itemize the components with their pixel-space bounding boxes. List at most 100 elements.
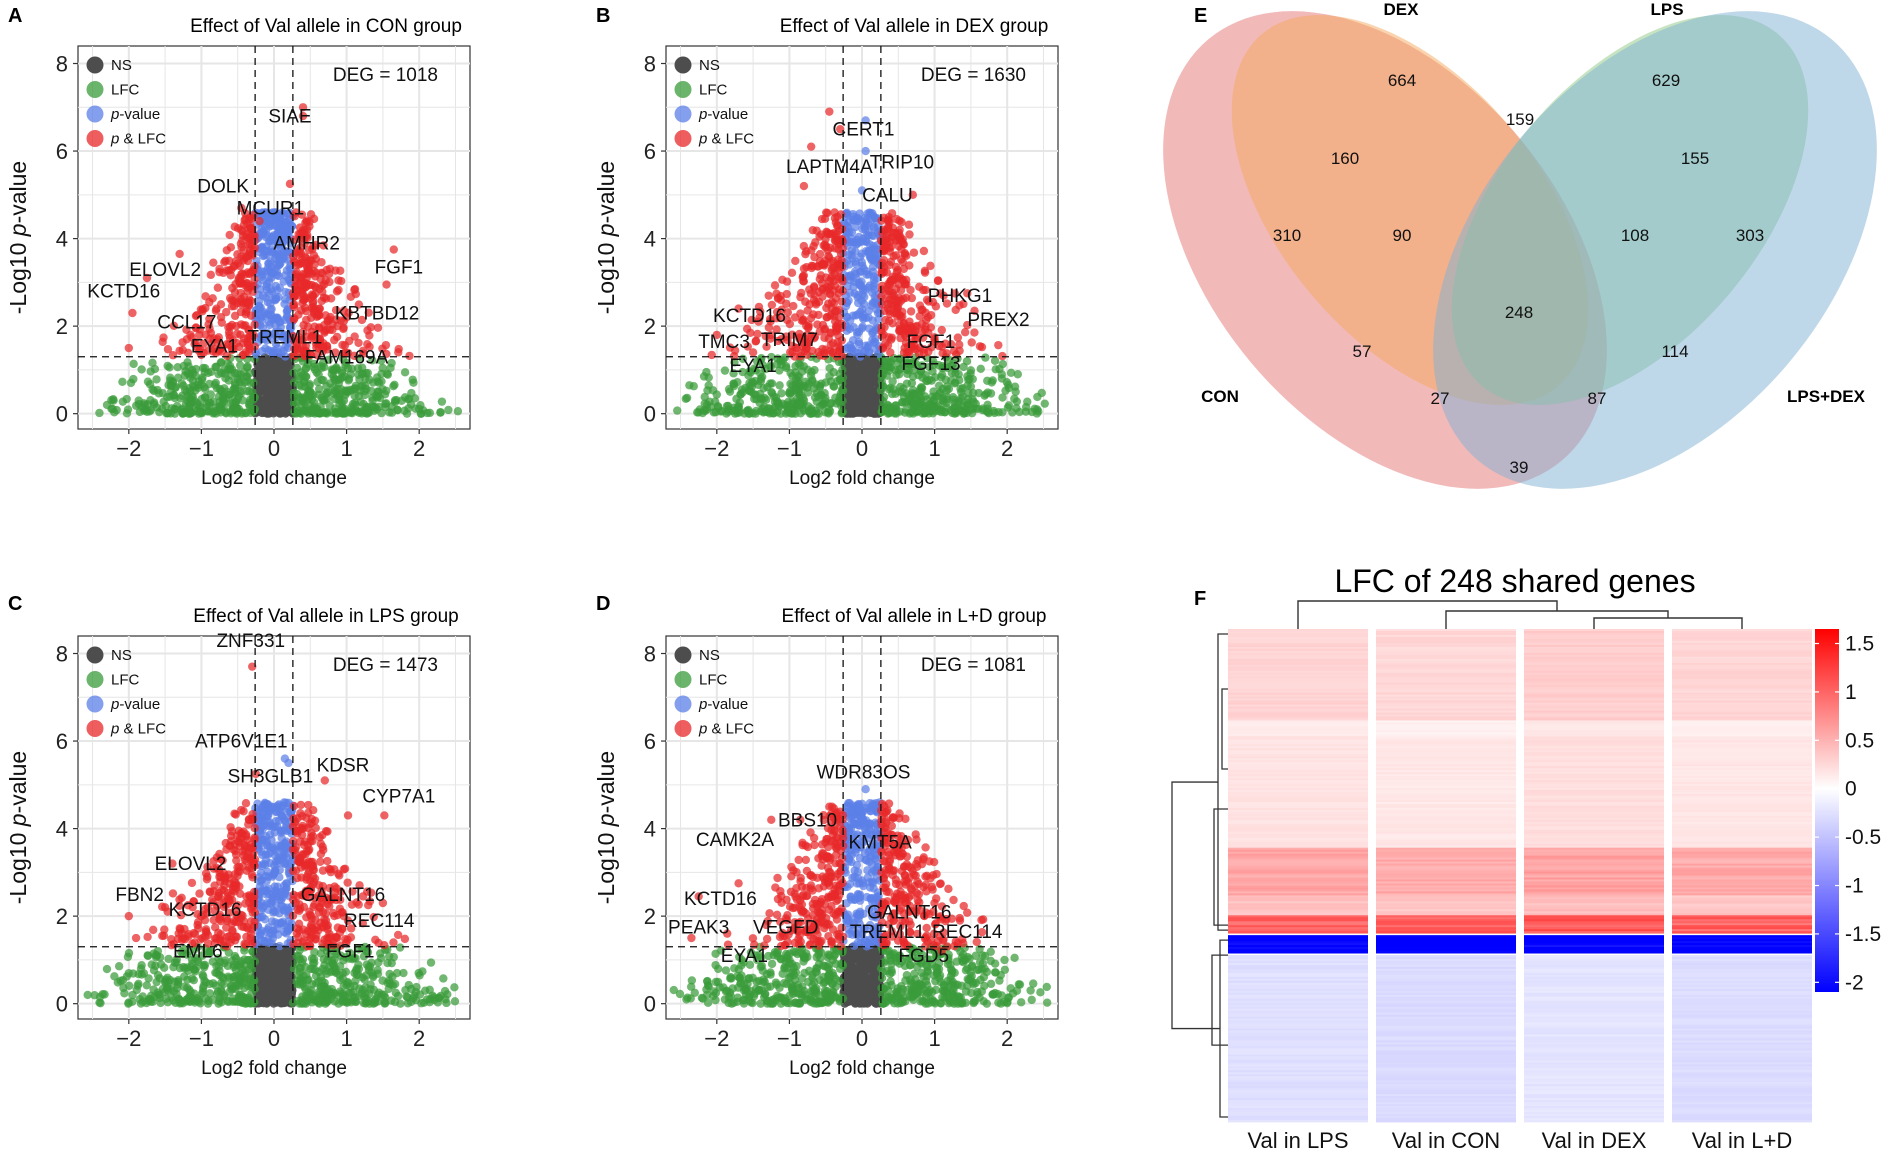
panel-a-point <box>326 294 336 303</box>
panel-a-point <box>382 280 391 289</box>
panel-b-point <box>998 351 1007 361</box>
panel-b-point <box>736 390 745 399</box>
panel-c-point <box>201 994 210 1003</box>
panel-a-point <box>276 405 286 415</box>
panel-c-point <box>144 974 153 983</box>
panel-b-point <box>833 325 842 334</box>
panel-b-point <box>868 262 878 272</box>
panel-b-point <box>878 300 887 309</box>
panel-c-point <box>261 850 271 859</box>
panel-a-point <box>109 395 118 404</box>
panel-c-point <box>128 997 137 1006</box>
panel-b-point <box>744 405 753 415</box>
panel-c-point <box>275 941 284 951</box>
panel-b-point <box>822 241 831 251</box>
panel-b-point <box>858 290 867 300</box>
panel-b-point <box>1013 370 1023 379</box>
panel-c-point <box>439 974 448 983</box>
panel-b-point <box>920 409 929 418</box>
panel-c-point <box>440 986 450 996</box>
panel-a-point <box>381 399 390 409</box>
panel-a-legend-swatch <box>86 81 104 98</box>
panel-c-point <box>100 990 109 999</box>
panel-a-legend-swatch <box>86 130 104 147</box>
panel-b-xtick-label: 1 <box>928 436 940 461</box>
panel-c-point <box>260 947 269 956</box>
panel-a-point <box>414 404 424 414</box>
panel-b-point <box>764 291 773 300</box>
panel-a-point <box>279 370 289 379</box>
panel-c-point <box>273 882 282 891</box>
panel-b-point <box>821 208 831 217</box>
panel-b-point <box>877 269 887 278</box>
panel-a-point <box>294 310 303 319</box>
panel-c-point <box>297 996 306 1005</box>
panel-a-ytick-label: 8 <box>56 52 68 77</box>
panel-b-point <box>848 336 858 345</box>
panel-c-point <box>277 833 286 843</box>
panel-c-point <box>417 999 426 1008</box>
panel-b-point <box>861 405 870 414</box>
panel-a-point <box>222 307 231 317</box>
panel-a-point <box>360 390 370 400</box>
panel-a-point <box>203 368 213 378</box>
panel-b-point <box>807 263 816 273</box>
panel-c-point <box>153 946 163 956</box>
panel-a-point <box>374 402 384 411</box>
panel-a-point <box>222 246 231 255</box>
panel-a-point <box>123 405 133 414</box>
panel-b-gene-label: TMC3 <box>698 332 750 353</box>
panel-c-point <box>200 962 209 972</box>
panel-c-point <box>308 959 318 968</box>
panel-c-point <box>255 930 265 940</box>
panel-b-point <box>905 230 914 239</box>
panel-c-point <box>425 994 435 1004</box>
panel-b-point <box>823 408 833 417</box>
panel-b-legend-label: p-value <box>698 106 748 123</box>
panel-b-point <box>981 353 990 362</box>
panel-c-point <box>410 991 419 1000</box>
panel-a-point <box>363 368 372 378</box>
panel-b-xtick-label: −2 <box>704 436 729 461</box>
panel-b-legend-swatch <box>674 81 692 98</box>
panel-a-xlabel: Log2 fold change <box>201 468 347 489</box>
panel-c-point <box>279 906 289 915</box>
panel-a-point <box>154 389 164 398</box>
panel-a-point <box>301 372 311 381</box>
panel-c-point <box>266 929 275 938</box>
panel-a-point <box>394 348 403 357</box>
panel-b-point <box>724 385 734 394</box>
panel-a-point <box>159 333 168 342</box>
panel-b-point <box>829 368 838 377</box>
panel-a-point <box>118 377 127 387</box>
panel-c-point <box>198 983 208 993</box>
panel-a-point <box>213 283 223 292</box>
panel-b-point <box>751 336 761 346</box>
panel-b-point <box>971 399 980 408</box>
panel-b-point <box>983 376 992 385</box>
panel-a-gene-label: TREML1 <box>247 328 322 349</box>
panel-b-gene-label: CERT1 <box>832 120 894 141</box>
panel-b-legend-swatch <box>674 105 692 123</box>
panel-c-point <box>326 967 335 977</box>
panel-b-point <box>892 370 901 380</box>
panel-a-point <box>408 375 417 384</box>
panel-b-point <box>801 247 811 256</box>
panel-b-legend-label: LFC <box>699 82 728 99</box>
panel-b-point <box>1012 404 1021 413</box>
panel-b-point <box>745 378 754 388</box>
panel-b-point <box>733 377 742 387</box>
panel-a-point <box>124 343 134 353</box>
panel-b-gene-label: EYA1 <box>730 356 777 377</box>
panel-a-point <box>201 292 210 301</box>
panel-a-point <box>219 365 229 375</box>
panel-b-point <box>859 299 869 309</box>
panel-a-point <box>229 262 238 272</box>
panel-b-point <box>850 267 860 276</box>
panel-a-point <box>269 392 279 402</box>
panel-b-point <box>791 384 800 393</box>
panel-a-point <box>319 396 329 405</box>
panel-b-point <box>1011 387 1020 396</box>
panel-b-gene-label: PHKG1 <box>928 286 992 307</box>
panel-a-point <box>225 230 234 240</box>
